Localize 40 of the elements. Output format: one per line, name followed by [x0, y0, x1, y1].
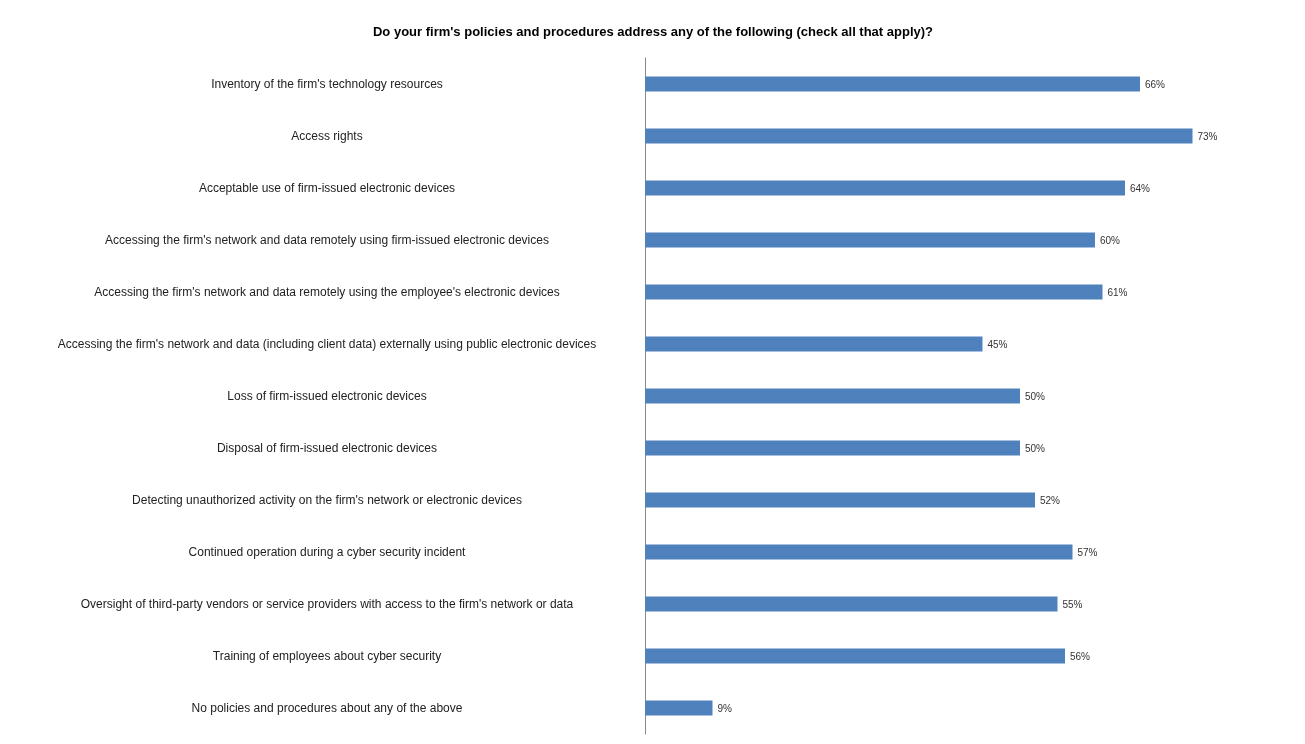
bar	[645, 336, 983, 352]
bar	[645, 76, 1140, 92]
y-tick-label: Inventory of the firm's technology resources	[211, 77, 443, 91]
bar	[645, 284, 1103, 300]
y-tick-label: Accessing the firm's network and data (including client data) externally using public electronic devices	[57, 337, 597, 351]
data-label: 64%	[1130, 182, 1151, 194]
data-label: 50%	[1025, 390, 1046, 402]
bar	[645, 440, 1020, 456]
bar	[645, 596, 1058, 612]
data-label: 50%	[1025, 442, 1046, 454]
bar	[645, 700, 713, 716]
data-label: 57%	[1077, 546, 1098, 558]
bar	[645, 128, 1193, 144]
data-label: 56%	[1070, 650, 1091, 662]
bar	[645, 180, 1125, 196]
bar	[645, 648, 1065, 664]
y-tick-label: Accessing the firm's network and data remotely using firm-issued electronic devices	[105, 233, 549, 247]
y-tick-label: Accessing the firm's network and data remotely using the employee's electronic devices	[94, 285, 560, 299]
data-label: 73%	[1197, 130, 1218, 142]
data-label: 55%	[1062, 598, 1083, 610]
y-tick-label: Continued operation during a cyber security incident	[188, 545, 467, 559]
y-tick-label: Access rights	[291, 129, 363, 143]
y-tick-label: Acceptable use of firm-issued electronic devices	[198, 181, 456, 195]
y-tick-label: Disposal of firm-issued electronic devices	[216, 441, 438, 455]
chart-title: Do your firm's policies and procedures address any of the following (check all that apply)?	[372, 24, 934, 39]
data-label: 66%	[1145, 78, 1166, 90]
data-label: 61%	[1107, 286, 1128, 298]
bar	[645, 544, 1073, 560]
bar	[645, 388, 1020, 404]
data-label: 52%	[1040, 494, 1061, 506]
y-tick-label: Loss of firm-issued electronic devices	[227, 389, 427, 403]
bar	[645, 492, 1035, 508]
bar	[645, 232, 1095, 248]
y-tick-label: Training of employees about cyber security	[212, 649, 442, 663]
data-label: 9%	[717, 702, 733, 714]
data-label: 60%	[1100, 234, 1121, 246]
y-tick-label: Oversight of third-party vendors or service providers with access to the firm's network or data	[80, 597, 574, 611]
y-tick-label: No policies and procedures about any of the above	[191, 701, 463, 715]
data-label: 45%	[987, 338, 1008, 350]
y-tick-label: Detecting unauthorized activity on the firm's network or electronic devices	[132, 493, 522, 507]
